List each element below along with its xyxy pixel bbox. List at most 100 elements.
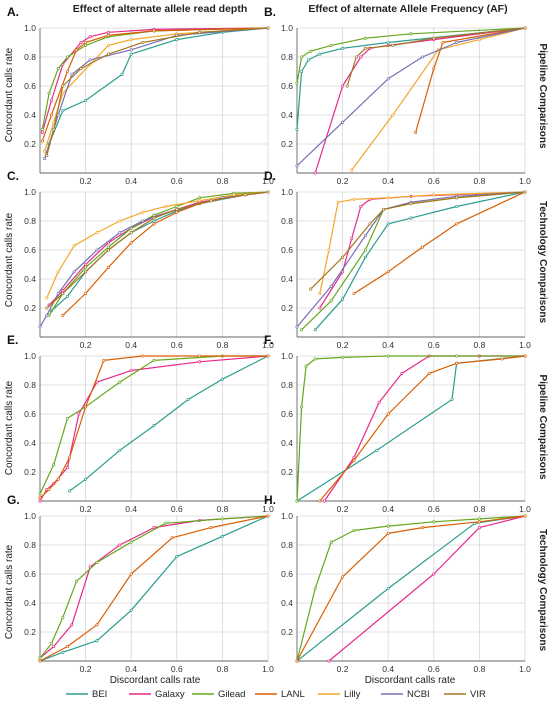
data-point-lanl bbox=[500, 357, 504, 361]
data-point-gilead bbox=[84, 265, 88, 269]
x-tick-label: 0.6 bbox=[428, 176, 440, 186]
data-point-vir bbox=[52, 127, 56, 132]
data-point-lanl bbox=[65, 644, 69, 649]
data-point-gilead bbox=[175, 204, 179, 209]
legend-label: NCBI bbox=[407, 689, 430, 700]
data-point-lilly bbox=[336, 200, 340, 204]
x-tick-label: 1.0 bbox=[519, 504, 531, 514]
data-point-lanl bbox=[420, 245, 424, 249]
data-point-lilly bbox=[386, 196, 390, 200]
series-line-vir bbox=[346, 27, 526, 87]
data-point-ncbi bbox=[38, 325, 42, 329]
series-line-galaxy bbox=[39, 355, 269, 502]
data-point-gilead bbox=[40, 127, 44, 132]
data-point-ncbi bbox=[118, 231, 122, 235]
data-point-vir bbox=[409, 202, 413, 206]
data-point-lanl bbox=[61, 313, 65, 317]
data-point-ncbi bbox=[295, 164, 299, 168]
panel-g: 0.2 0.4 0.6 0.8 1.0 0.2 0.4 0.6 0.8 1.0 G. bbox=[7, 493, 274, 674]
data-point-galaxy bbox=[129, 368, 133, 373]
x-tick-label: 0.6 bbox=[171, 340, 183, 350]
series-line-bei bbox=[296, 355, 526, 502]
y-tick-label: 1.0 bbox=[24, 187, 36, 197]
data-point-bei bbox=[186, 397, 190, 402]
legend-label: Galaxy bbox=[155, 689, 185, 700]
data-point-vir bbox=[198, 30, 202, 34]
data-point-vir bbox=[61, 291, 65, 296]
data-point-ncbi bbox=[386, 77, 390, 81]
data-point-galaxy bbox=[327, 659, 331, 663]
y-axis-label-row3: Concordant calls rate bbox=[4, 380, 15, 475]
data-point-gilead bbox=[38, 656, 42, 660]
data-point-lanl bbox=[106, 265, 110, 269]
data-point-gilead bbox=[329, 43, 333, 47]
panel-letter: A. bbox=[7, 5, 19, 19]
series-line-bei bbox=[296, 515, 526, 662]
data-point-gilead bbox=[432, 520, 436, 524]
data-point-lilly bbox=[72, 244, 76, 248]
x-tick-label: 0.2 bbox=[80, 340, 92, 350]
data-point-lanl bbox=[95, 623, 99, 627]
data-point-vir bbox=[209, 199, 213, 203]
data-point-gilead bbox=[84, 43, 88, 47]
data-point-lilly bbox=[118, 219, 122, 223]
y-tick-label: 1.0 bbox=[281, 187, 293, 197]
y-tick-label: 1.0 bbox=[24, 23, 36, 33]
y-tick-label: 0.6 bbox=[24, 81, 36, 91]
data-point-galaxy bbox=[79, 40, 83, 45]
panel-letter: D. bbox=[264, 169, 276, 183]
series-line-gilead bbox=[301, 191, 526, 331]
panel-letter: G. bbox=[7, 493, 20, 507]
x-tick-label: 1.0 bbox=[262, 340, 274, 350]
data-point-lilly bbox=[350, 168, 354, 172]
data-point-lanl bbox=[152, 222, 156, 226]
data-point-galaxy bbox=[377, 400, 381, 404]
data-point-gilead bbox=[304, 364, 308, 368]
y-tick-label: 0.4 bbox=[281, 274, 293, 284]
data-point-galaxy bbox=[359, 55, 363, 59]
x-tick-label: 0.4 bbox=[125, 504, 137, 514]
data-point-gilead bbox=[61, 615, 65, 620]
data-point-gilead bbox=[220, 517, 224, 521]
data-point-galaxy bbox=[88, 35, 92, 39]
legend-item-galaxy: Galaxy bbox=[129, 689, 185, 700]
y-tick-label: 0.8 bbox=[281, 380, 293, 390]
data-point-lanl bbox=[106, 33, 110, 37]
x-tick-label: 0.2 bbox=[337, 176, 349, 186]
panel-c: 0.2 0.4 0.6 0.8 1.0 0.2 0.4 0.6 0.8 1.0 C. bbox=[7, 169, 274, 350]
panel-e: 0.2 0.4 0.6 0.8 1.0 0.2 0.4 0.6 0.8 1.0 E. bbox=[7, 333, 274, 514]
panel-h: 0.20.40.60.81.00.2 0.4 0.6 0.8 1.0H. bbox=[264, 493, 531, 674]
panel-letter: B. bbox=[264, 5, 276, 19]
data-point-lanl bbox=[266, 514, 270, 518]
data-point-lanl bbox=[432, 67, 436, 71]
x-tick-label: 0.2 bbox=[337, 664, 349, 674]
series-line-ncbi bbox=[44, 27, 269, 159]
data-point-ncbi bbox=[329, 284, 333, 288]
legend-item-vir: VIR bbox=[444, 689, 486, 700]
data-point-galaxy bbox=[318, 306, 322, 310]
data-point-lanl bbox=[455, 222, 459, 226]
data-point-galaxy bbox=[61, 289, 65, 293]
series-line-gilead bbox=[296, 515, 526, 662]
y-tick-label: 0.8 bbox=[24, 52, 36, 62]
data-point-galaxy bbox=[322, 499, 326, 503]
data-point-gilead bbox=[300, 405, 304, 409]
data-point-galaxy bbox=[350, 236, 354, 240]
data-point-bei bbox=[386, 40, 390, 45]
data-point-lanl bbox=[38, 496, 42, 500]
data-point-ncbi bbox=[72, 270, 76, 274]
y-tick-label: 0.2 bbox=[24, 627, 36, 637]
data-point-lanl bbox=[102, 358, 106, 362]
column-title-left: Effect of alternate allele read depth bbox=[73, 3, 247, 15]
data-point-gilead bbox=[363, 36, 367, 40]
data-point-lanl bbox=[386, 531, 390, 535]
data-point-gilead bbox=[65, 55, 69, 59]
x-axis-label-right: Discordant calls rate bbox=[365, 675, 456, 686]
data-point-gilead bbox=[313, 586, 317, 591]
data-point-galaxy bbox=[65, 466, 69, 470]
x-tick-label: 0.8 bbox=[216, 340, 228, 350]
data-point-vir bbox=[382, 207, 386, 211]
data-point-bei bbox=[152, 424, 156, 428]
y-tick-label: 0.4 bbox=[281, 110, 293, 120]
